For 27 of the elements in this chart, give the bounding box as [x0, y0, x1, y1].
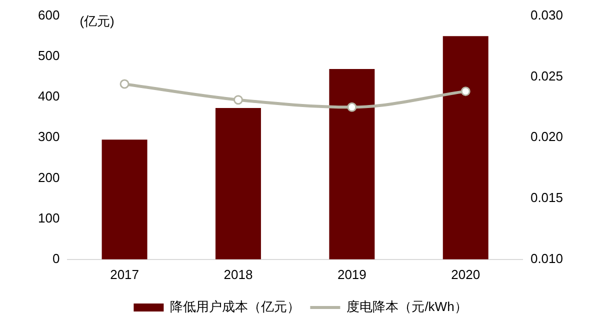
x-tick-label: 2019 [337, 266, 366, 282]
y-tick-label: 600 [38, 7, 60, 22]
point [347, 102, 357, 112]
legend-label: 度电降本（元/kWh） [346, 299, 468, 314]
y-tick-label: 500 [38, 48, 60, 63]
y-tick-label: 300 [38, 129, 60, 144]
bar [442, 36, 488, 260]
y-tick-label: 200 [38, 170, 60, 185]
bar [102, 140, 148, 260]
y-axis-title: (亿元) [80, 13, 114, 28]
x-tick-label: 2018 [224, 266, 253, 282]
y-tick-label: 100 [38, 210, 60, 226]
bar [329, 68, 375, 260]
y-tick-label: 0 [52, 250, 60, 266]
x-tick-label: 2017 [110, 266, 139, 282]
y2-tick-label: 0.030 [530, 7, 564, 22]
y2-tick-label: 0.020 [530, 129, 564, 144]
legend-label: 降低用户成本（亿元） [170, 299, 300, 314]
y2-tick-label: 0.010 [530, 250, 564, 266]
point [233, 95, 243, 105]
x-tick-label: 2020 [451, 266, 480, 282]
y-tick-label: 400 [38, 88, 60, 104]
y2-tick-label: 0.015 [530, 190, 564, 206]
y2-tick-label: 0.025 [530, 68, 564, 84]
point [120, 79, 130, 89]
point [460, 86, 470, 96]
bar [215, 108, 261, 260]
